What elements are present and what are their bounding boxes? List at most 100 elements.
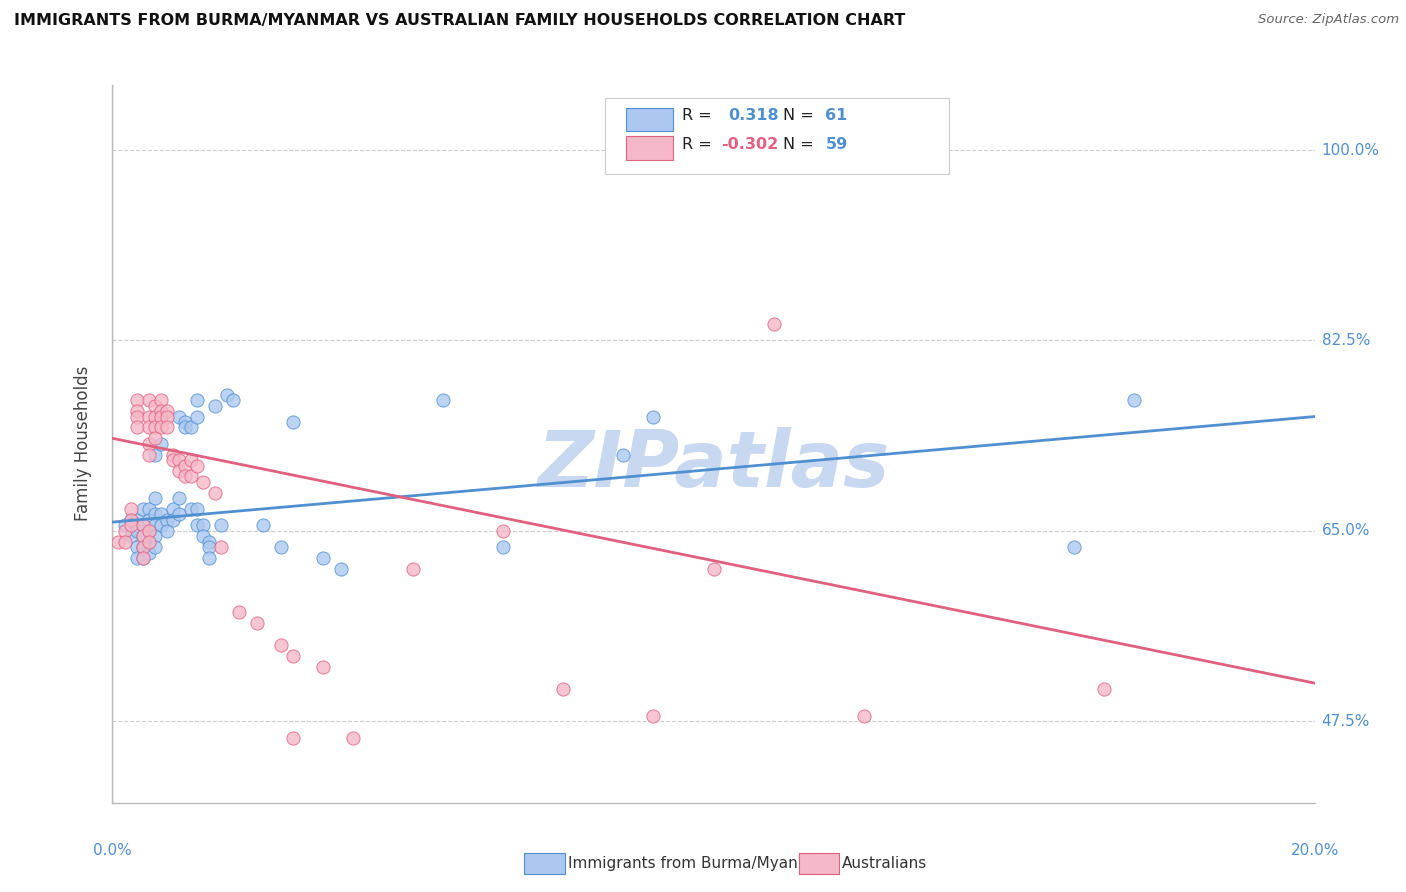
Point <box>186 393 208 408</box>
Point <box>125 524 148 538</box>
Point <box>125 551 148 566</box>
Point <box>162 502 184 516</box>
Text: -0.302: -0.302 <box>721 137 779 152</box>
Point <box>143 518 166 533</box>
Point <box>125 409 148 424</box>
Text: N =: N = <box>783 137 814 152</box>
Text: 0.318: 0.318 <box>728 108 779 122</box>
Point <box>180 502 202 516</box>
Point <box>204 485 226 500</box>
Point <box>138 409 160 424</box>
Point <box>167 464 190 478</box>
Point <box>114 518 136 533</box>
Point <box>155 409 177 424</box>
Text: Source: ZipAtlas.com: Source: ZipAtlas.com <box>1258 13 1399 27</box>
Text: Australians: Australians <box>842 856 928 871</box>
Text: R =: R = <box>682 137 711 152</box>
Point <box>270 540 292 554</box>
Point <box>1123 393 1146 408</box>
Point <box>186 502 208 516</box>
Point <box>131 518 153 533</box>
Point <box>173 415 195 429</box>
Text: ZIPatlas: ZIPatlas <box>537 427 890 503</box>
Point <box>173 458 195 473</box>
Point <box>1063 540 1085 554</box>
Point <box>149 393 172 408</box>
Point <box>180 469 202 483</box>
Point <box>155 524 177 538</box>
Point <box>125 393 148 408</box>
Point <box>162 448 184 462</box>
Point <box>138 545 160 559</box>
Text: R =: R = <box>682 108 711 122</box>
Point <box>342 731 364 745</box>
Point <box>852 708 875 723</box>
Text: IMMIGRANTS FROM BURMA/MYANMAR VS AUSTRALIAN FAMILY HOUSEHOLDS CORRELATION CHART: IMMIGRANTS FROM BURMA/MYANMAR VS AUSTRAL… <box>14 13 905 29</box>
Point <box>149 437 172 451</box>
Point <box>492 540 515 554</box>
Point <box>553 681 575 696</box>
Point <box>155 404 177 418</box>
Point <box>281 731 304 745</box>
Point <box>432 393 454 408</box>
Point <box>143 529 166 543</box>
Point <box>149 420 172 434</box>
Point <box>131 518 153 533</box>
Point <box>131 551 153 566</box>
Point <box>138 420 160 434</box>
Point <box>138 534 160 549</box>
Point <box>114 524 136 538</box>
Point <box>138 437 160 451</box>
Point <box>197 551 219 566</box>
Point <box>162 453 184 467</box>
Point <box>281 648 304 663</box>
Point <box>173 469 195 483</box>
Text: 0.0%: 0.0% <box>93 843 132 858</box>
Point <box>114 534 136 549</box>
Point <box>281 415 304 429</box>
Point <box>131 540 153 554</box>
Point <box>149 404 172 418</box>
Point <box>228 606 250 620</box>
Point <box>143 431 166 445</box>
Point <box>186 458 208 473</box>
Point <box>167 508 190 522</box>
Point <box>312 551 335 566</box>
Point <box>612 448 634 462</box>
Point <box>209 518 232 533</box>
Point <box>215 388 238 402</box>
Y-axis label: Family Households: Family Households <box>73 366 91 522</box>
Point <box>155 513 177 527</box>
Point <box>120 513 142 527</box>
Point <box>125 540 148 554</box>
Point <box>191 518 214 533</box>
Point <box>643 708 665 723</box>
Text: 65.0%: 65.0% <box>1322 524 1369 538</box>
Point <box>186 518 208 533</box>
Point <box>143 399 166 413</box>
Text: 100.0%: 100.0% <box>1322 143 1379 158</box>
Point <box>143 508 166 522</box>
Point <box>138 502 160 516</box>
Text: 61: 61 <box>825 108 848 122</box>
Point <box>120 529 142 543</box>
Point <box>643 409 665 424</box>
Point <box>209 540 232 554</box>
Point <box>702 562 725 576</box>
Point <box>138 524 160 538</box>
Point <box>131 529 153 543</box>
Point <box>191 475 214 489</box>
Point <box>143 409 166 424</box>
Point <box>120 502 142 516</box>
Point <box>149 508 172 522</box>
Point <box>252 518 274 533</box>
Text: Immigrants from Burma/Myanmar: Immigrants from Burma/Myanmar <box>568 856 828 871</box>
Point <box>180 453 202 467</box>
Point <box>125 404 148 418</box>
Point <box>155 420 177 434</box>
Point <box>125 420 148 434</box>
Point <box>402 562 425 576</box>
Point <box>197 534 219 549</box>
Point <box>1092 681 1115 696</box>
Point <box>329 562 352 576</box>
